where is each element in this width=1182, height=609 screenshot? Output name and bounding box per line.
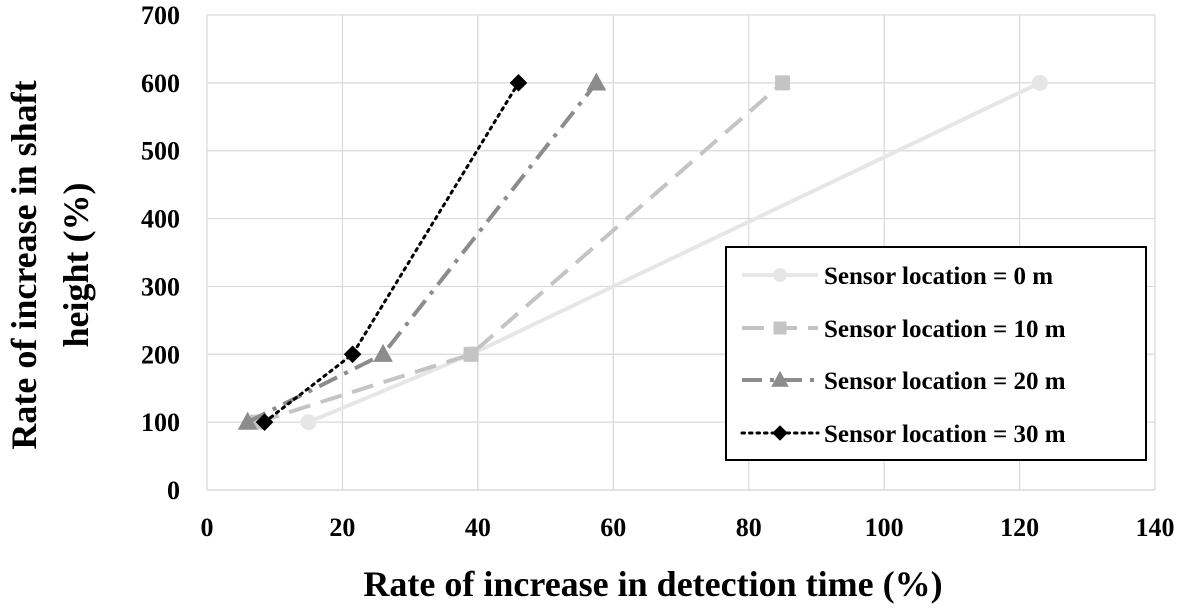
series-2 — [237, 72, 607, 430]
x-tick-label: 140 — [1136, 513, 1175, 542]
x-axis-title: Rate of increase in detection time (%) — [363, 564, 942, 604]
data-point — [255, 413, 274, 431]
y-tick-label: 300 — [141, 272, 180, 301]
series-line-3 — [263, 81, 520, 424]
x-tick-label: 40 — [465, 513, 491, 542]
y-tick-label: 0 — [167, 476, 180, 505]
legend-label: Sensor location = 10 m — [824, 316, 1066, 343]
series-1 — [250, 75, 791, 430]
legend-box — [725, 246, 1147, 461]
y-axis-title-line-1: Rate of increase in shaft — [4, 80, 44, 449]
x-tick-label: 60 — [600, 513, 626, 542]
series-3 — [255, 74, 528, 431]
x-tick-label: 100 — [865, 513, 904, 542]
legend-marker — [771, 370, 789, 387]
x-axis-ticks: 0 20 40 60 80 100 120 140 — [201, 513, 1175, 542]
y-axis-title: Rate of increase in shaft height (%) — [4, 80, 96, 449]
data-point — [237, 411, 258, 430]
data-point — [509, 74, 528, 92]
y-tick-label: 500 — [141, 137, 180, 166]
y-tick-label: 600 — [141, 69, 180, 98]
y-tick-label: 100 — [141, 408, 180, 437]
data-point — [463, 346, 479, 362]
legend-item-1: Sensor location = 10 m — [742, 316, 1066, 343]
y-axis-title-line-2: height (%) — [56, 183, 96, 348]
data-point — [373, 343, 393, 362]
x-tick-label: 20 — [329, 513, 355, 542]
x-tick-label: 120 — [1000, 513, 1039, 542]
legend-label: Sensor location = 20 m — [824, 368, 1066, 395]
series-layer — [237, 72, 1048, 431]
data-point — [343, 345, 362, 364]
legend-label: Sensor location = 0 m — [824, 263, 1053, 290]
x-tick-label: 0 — [201, 513, 214, 542]
y-axis-ticks: 0 100 200 300 400 500 600 700 — [141, 1, 180, 505]
data-point — [775, 75, 791, 91]
data-point — [1031, 74, 1048, 91]
legend-item-0: Sensor location = 0 m — [742, 263, 1053, 290]
x-tick-label: 80 — [736, 513, 762, 542]
data-point — [300, 414, 317, 431]
legend-marker — [773, 268, 787, 282]
series-line-1 — [257, 81, 784, 425]
data-point — [586, 72, 607, 91]
y-tick-label: 200 — [141, 340, 180, 369]
legend-item-2: Sensor location = 20 m — [742, 368, 1066, 395]
legend-marker — [772, 425, 788, 441]
y-tick-label: 700 — [141, 1, 180, 30]
legend-marker — [773, 321, 787, 335]
legend-item-3: Sensor location = 30 m — [740, 421, 1066, 448]
legend: Sensor location = 0 m Sensor location = 1… — [725, 246, 1147, 461]
legend-label: Sensor location = 30 m — [824, 421, 1066, 448]
y-tick-label: 400 — [141, 205, 180, 234]
